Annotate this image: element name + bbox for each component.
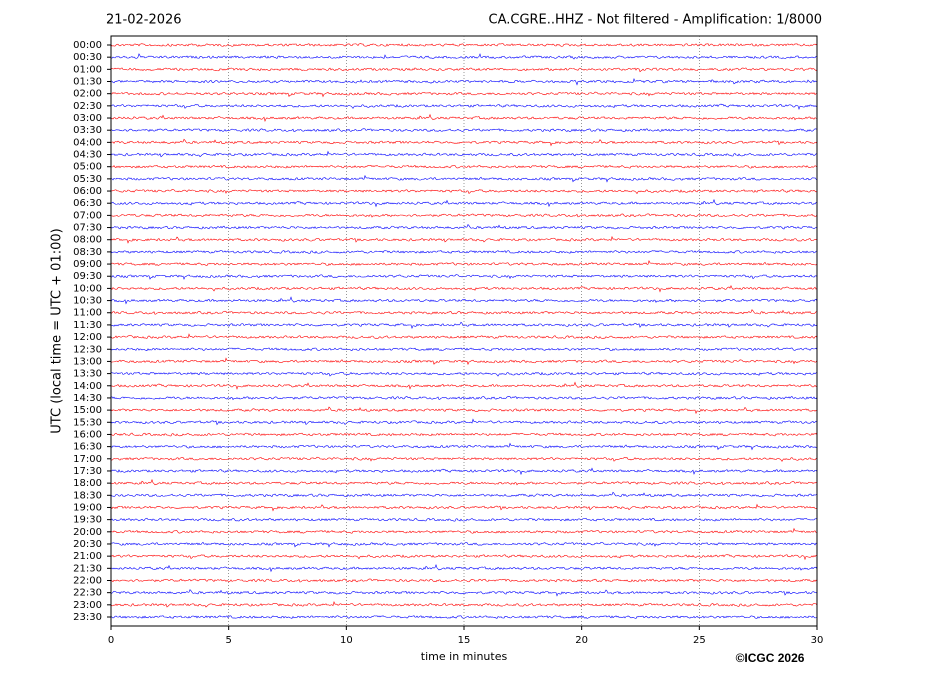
trace: [110, 309, 818, 315]
chart-title: CA.CGRE..HHZ - Not filtered - Amplificat…: [489, 13, 823, 28]
x-tick-label: 25: [693, 635, 706, 646]
y-tick-label: 16:30: [73, 442, 102, 453]
trace: [110, 467, 818, 476]
y-tick-label: 21:00: [73, 551, 102, 562]
y-tick-label: 02:00: [73, 89, 102, 100]
y-tick-label: 11:30: [73, 320, 102, 331]
y-tick-label: 11:00: [73, 308, 102, 319]
credit: ©ICGC 2026: [736, 651, 805, 665]
trace: [110, 333, 818, 339]
y-tick-label: 05:00: [73, 162, 102, 173]
y-tick-label: 03:30: [73, 125, 102, 136]
trace: [110, 250, 818, 254]
y-tick-label: 17:00: [73, 454, 102, 465]
trace: [110, 396, 818, 401]
trace: [110, 564, 818, 573]
trace: [110, 164, 818, 169]
trace: [110, 589, 818, 597]
trace: [110, 284, 818, 293]
y-tick-label: 21:30: [73, 563, 102, 574]
y-tick-label: 03:00: [73, 113, 102, 124]
y-tick-label: 18:30: [73, 490, 102, 501]
x-tick-label: 10: [340, 635, 353, 646]
trace: [110, 527, 818, 534]
y-tick-label: 05:30: [73, 174, 102, 185]
x-tick-label: 0: [108, 635, 114, 646]
y-tick-label: 20:00: [73, 527, 102, 538]
y-tick-label: 23:30: [73, 612, 102, 623]
trace: [110, 456, 818, 462]
y-tick-label: 09:30: [73, 271, 102, 282]
y-tick-label: 02:30: [73, 101, 102, 112]
y-tick-label: 10:30: [73, 296, 102, 307]
y-tick-label: 01:00: [73, 64, 102, 75]
y-tick-label: 12:30: [73, 344, 102, 355]
trace: [110, 91, 818, 98]
trace: [110, 418, 818, 426]
y-tick-label: 06:30: [73, 198, 102, 209]
y-tick-label: 22:30: [73, 588, 102, 599]
y-tick-label: 13:00: [73, 356, 102, 367]
y-tick-label: 23:00: [73, 600, 102, 611]
trace: [110, 223, 818, 230]
y-tick-label: 08:00: [73, 235, 102, 246]
y-tick-label: 04:30: [73, 150, 102, 161]
y-tick-label: 15:00: [73, 405, 102, 416]
y-tick-label: 19:00: [73, 502, 102, 513]
y-tick-label: 01:30: [73, 77, 102, 88]
y-tick-label: 06:00: [73, 186, 102, 197]
y-tick-label: 07:30: [73, 223, 102, 234]
y-tick-label: 14:30: [73, 393, 102, 404]
y-tick-label: 17:30: [73, 466, 102, 477]
trace: [110, 503, 818, 512]
x-tick-label: 15: [458, 635, 471, 646]
y-tick-label: 22:00: [73, 575, 102, 586]
trace: [110, 150, 818, 158]
y-tick-label: 08:30: [73, 247, 102, 258]
y-tick-label: 16:00: [73, 429, 102, 440]
y-axis-label: UTC (local time = UTC + 01:00): [50, 228, 65, 433]
trace: [110, 213, 818, 218]
y-tick-label: 18:00: [73, 478, 102, 489]
trace: [110, 198, 818, 208]
y-tick-label: 12:00: [73, 332, 102, 343]
x-tick-label: 5: [225, 635, 231, 646]
y-tick-label: 19:30: [73, 515, 102, 526]
y-tick-label: 13:30: [73, 369, 102, 380]
x-tick-label: 30: [811, 635, 824, 646]
x-axis-label: time in minutes: [421, 650, 508, 663]
y-tick-label: 04:00: [73, 137, 102, 148]
trace: [110, 138, 818, 147]
y-tick-label: 14:00: [73, 381, 102, 392]
y-tick-label: 10:00: [73, 283, 102, 294]
y-tick-label: 15:30: [73, 417, 102, 428]
y-tick-label: 00:30: [73, 52, 102, 63]
date: 21-02-2026: [106, 13, 182, 28]
y-tick-label: 09:00: [73, 259, 102, 270]
y-tick-label: 20:30: [73, 539, 102, 550]
trace: [110, 321, 818, 329]
y-tick-label: 00:00: [73, 40, 102, 51]
y-tick-label: 07:00: [73, 210, 102, 221]
x-tick-label: 20: [575, 635, 588, 646]
trace: [111, 371, 818, 377]
